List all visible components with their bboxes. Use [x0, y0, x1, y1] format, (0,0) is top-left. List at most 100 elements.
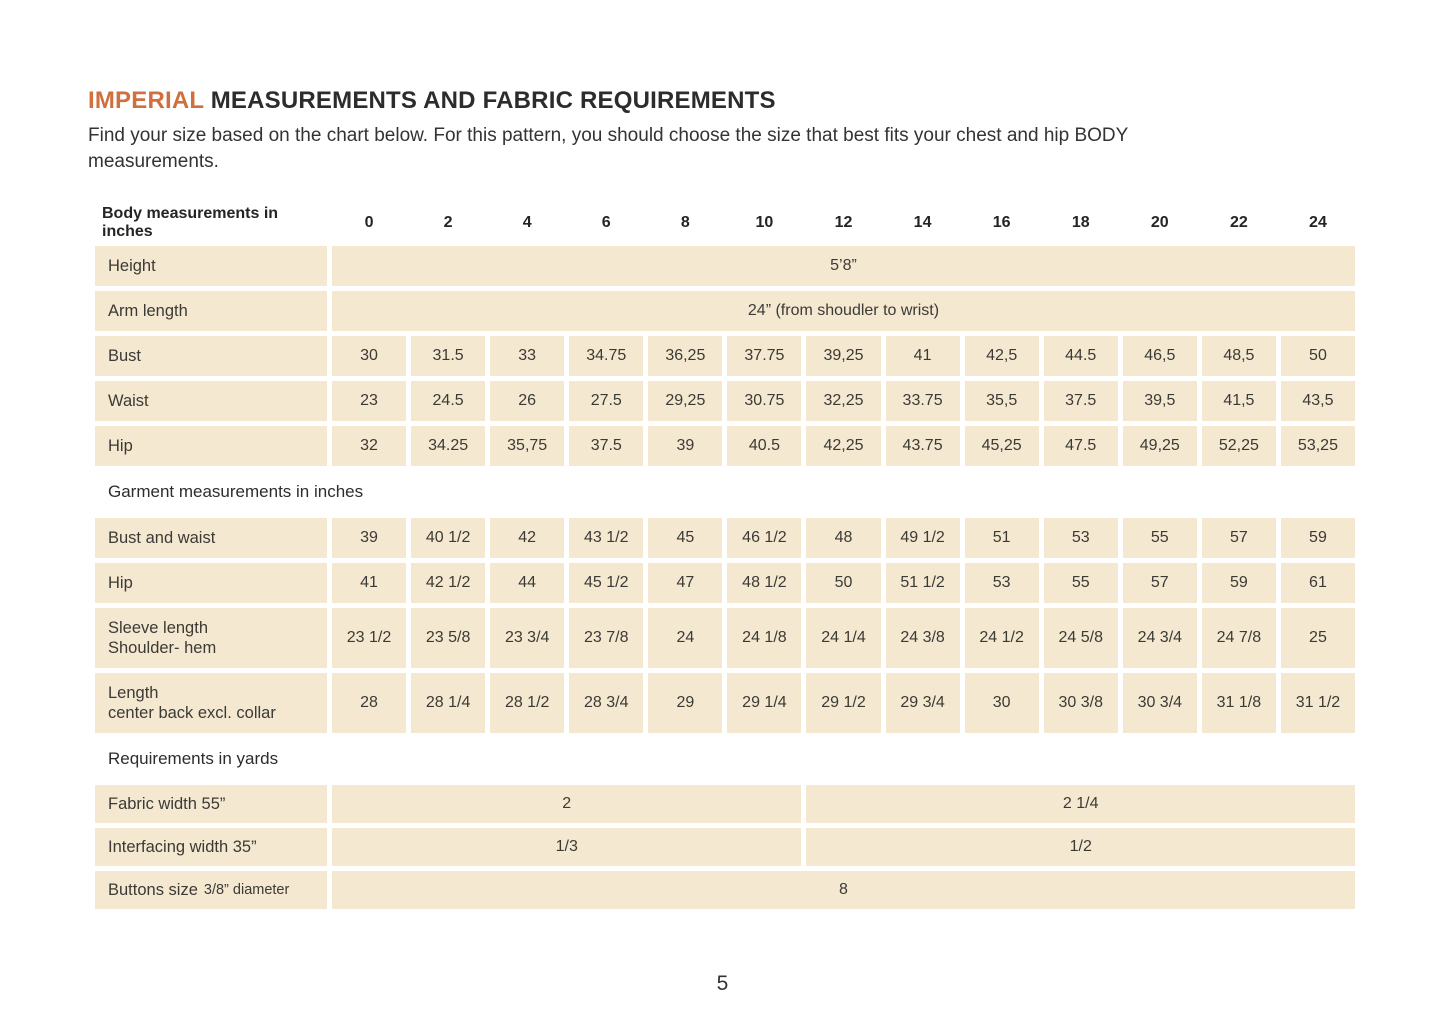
row-label-hip-garment: Hip — [95, 563, 327, 603]
value-cell: 57 — [1122, 563, 1197, 603]
value-cell: 48,5 — [1201, 336, 1276, 376]
value-cell: 28 1/4 — [411, 673, 486, 733]
value-cell: 32 — [332, 426, 407, 466]
value-cell: 47 — [648, 563, 723, 603]
value-cell: 34.75 — [569, 336, 644, 376]
value-cell: 29,25 — [648, 381, 723, 421]
page-title: IMPERIAL MEASUREMENTS AND FABRIC REQUIRE… — [88, 86, 1445, 116]
value-cell: 40 1/2 — [411, 518, 486, 558]
value-cell: 30 — [332, 336, 407, 376]
row-label-main: Sleeve length — [108, 619, 208, 637]
value-cell: 29 3/4 — [885, 673, 960, 733]
value-cell: 33.75 — [885, 381, 960, 421]
value-cell: 43 1/2 — [569, 518, 644, 558]
value-cell: 36,25 — [648, 336, 723, 376]
page-number: 5 — [716, 972, 729, 995]
size-header: 24 — [1309, 214, 1327, 231]
value-cell: 46,5 — [1122, 336, 1197, 376]
row-label-height: Height — [95, 246, 327, 286]
row-label-sub: center back excl. collar — [108, 704, 276, 722]
value-cell: 23 7/8 — [569, 608, 644, 668]
value-cell: 25 — [1280, 608, 1355, 668]
value-cell: 57 — [1201, 518, 1276, 558]
value-cell: 45,25 — [964, 426, 1039, 466]
value-cell: 55 — [1122, 518, 1197, 558]
size-header: 18 — [1071, 214, 1090, 231]
row-label-bust-and-waist: Bust and waist — [95, 518, 327, 558]
title-highlight: IMPERIAL — [88, 87, 204, 114]
value-cell: 37.75 — [727, 336, 802, 376]
value-cell: 43.75 — [885, 426, 960, 466]
value-cell: 41,5 — [1201, 381, 1276, 421]
size-header: 12 — [834, 214, 853, 231]
row-label-fabric-width: Fabric width 55” — [95, 785, 327, 823]
size-header: 8 — [680, 214, 690, 231]
value-cell: 34.25 — [411, 426, 486, 466]
value-cell: 37.5 — [569, 426, 644, 466]
value-cell: 31 1/2 — [1280, 673, 1355, 733]
size-header: 10 — [755, 214, 774, 231]
value-cell: 48 1/2 — [727, 563, 802, 603]
value-cell: 48 — [806, 518, 881, 558]
row-label-hip: Hip — [95, 426, 327, 466]
content-area: IMPERIAL MEASUREMENTS AND FABRIC REQUIRE… — [88, 86, 1445, 909]
value-cell: 53 — [964, 563, 1039, 603]
garment-section-label: Garment measurements in inches — [108, 482, 364, 501]
value-cell: 59 — [1280, 518, 1355, 558]
value-cell: 24 3/4 — [1122, 608, 1197, 668]
value-cell: 39,5 — [1122, 381, 1197, 421]
value-cell: 23 1/2 — [332, 608, 407, 668]
row-label-bust: Bust — [95, 336, 327, 376]
value-cell: 41 — [332, 563, 407, 603]
value-cell: 29 1/2 — [806, 673, 881, 733]
value-cell: 23 — [332, 381, 407, 421]
row-label-waist: Waist — [95, 381, 327, 421]
value-cell: 42 1/2 — [411, 563, 486, 603]
value-cell: 24 — [648, 608, 723, 668]
intro-text: Find your size based on the chart below.… — [88, 125, 1128, 172]
requirement-left-value: 1/3 — [332, 828, 802, 866]
value-cell: 59 — [1201, 563, 1276, 603]
value-cell: 35,75 — [490, 426, 565, 466]
row-label-sleeve-length: Sleeve length Shoulder- hem — [95, 608, 327, 668]
value-cell: 24 7/8 — [1201, 608, 1276, 668]
span-value-height: 5’8” — [332, 246, 1355, 286]
value-cell: 50 — [1280, 336, 1355, 376]
value-cell: 53,25 — [1280, 426, 1355, 466]
value-cell: 42 — [490, 518, 565, 558]
requirement-right-value: 1/2 — [806, 828, 1355, 866]
row-label-main: Buttons size — [108, 880, 198, 899]
value-cell: 24 3/8 — [885, 608, 960, 668]
value-cell: 35,5 — [964, 381, 1039, 421]
value-cell: 31.5 — [411, 336, 486, 376]
value-cell: 30 — [964, 673, 1039, 733]
value-cell: 46 1/2 — [727, 518, 802, 558]
title-rest: MEASUREMENTS AND FABRIC REQUIREMENTS — [203, 87, 776, 114]
value-cell: 28 3/4 — [569, 673, 644, 733]
value-cell: 39 — [332, 518, 407, 558]
row-label-arm-length: Arm length — [95, 291, 327, 331]
value-cell: 49 1/2 — [885, 518, 960, 558]
value-cell: 45 1/2 — [569, 563, 644, 603]
row-label-buttons-size: Buttons size 3/8” diameter — [95, 871, 327, 909]
size-header: 0 — [364, 214, 374, 231]
value-cell: 30 3/4 — [1122, 673, 1197, 733]
value-cell: 24 1/4 — [806, 608, 881, 668]
size-header: 20 — [1150, 214, 1169, 231]
value-cell: 29 — [648, 673, 723, 733]
size-header: 4 — [522, 214, 532, 231]
requirement-left-value: 2 — [332, 785, 802, 823]
value-cell: 49,25 — [1122, 426, 1197, 466]
value-cell: 31 1/8 — [1201, 673, 1276, 733]
value-cell: 23 3/4 — [490, 608, 565, 668]
value-cell: 61 — [1280, 563, 1355, 603]
chart-header-label: Body measurements in inches — [102, 205, 279, 240]
requirement-right-value: 2 1/4 — [806, 785, 1355, 823]
value-cell: 30.75 — [727, 381, 802, 421]
value-cell: 33 — [490, 336, 565, 376]
value-cell: 44.5 — [1043, 336, 1118, 376]
value-cell: 42,25 — [806, 426, 881, 466]
value-cell: 53 — [1043, 518, 1118, 558]
value-cell: 28 — [332, 673, 407, 733]
